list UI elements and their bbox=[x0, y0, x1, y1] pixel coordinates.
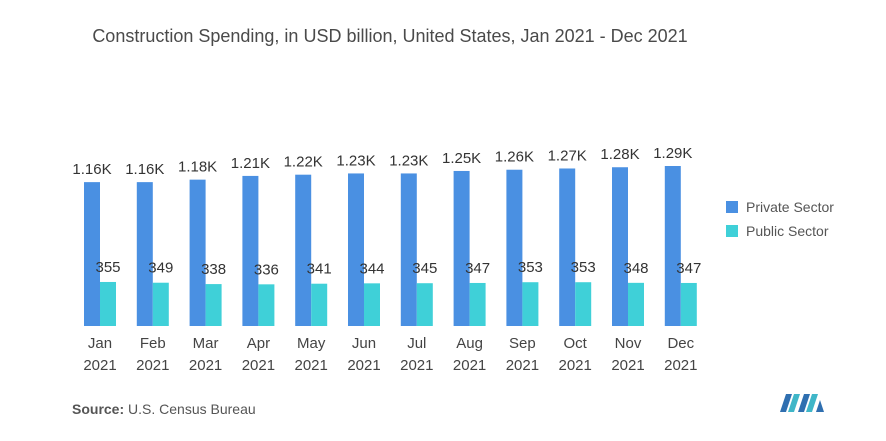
x-tick-year-2: 2021 bbox=[189, 357, 222, 374]
data-label-private-2: 1.18K bbox=[178, 159, 217, 176]
x-tick-year-6: 2021 bbox=[400, 357, 433, 374]
bar-public-8 bbox=[522, 282, 539, 326]
bar-private-5 bbox=[348, 173, 364, 326]
data-label-public-3: 336 bbox=[254, 261, 279, 278]
bar-public-6 bbox=[416, 283, 433, 326]
data-label-private-3: 1.21K bbox=[231, 155, 270, 172]
data-label-public-0: 355 bbox=[95, 259, 120, 276]
x-tick-month-2: Mar bbox=[193, 335, 219, 352]
x-tick-year-8: 2021 bbox=[506, 357, 539, 374]
legend-label-private: Private Sector bbox=[746, 199, 834, 215]
bar-public-5 bbox=[364, 283, 380, 326]
x-tick-year-1: 2021 bbox=[136, 357, 169, 374]
bar-public-1 bbox=[152, 282, 169, 326]
x-tick-year-5: 2021 bbox=[347, 357, 380, 374]
brand-logo-icon bbox=[780, 394, 824, 412]
data-label-public-10: 348 bbox=[623, 260, 648, 277]
bar-public-3 bbox=[258, 284, 275, 326]
source-label: Source: bbox=[72, 401, 125, 417]
source-note: Source: U.S. Census Bureau bbox=[72, 401, 256, 417]
x-tick-month-9: Oct bbox=[564, 335, 588, 352]
legend-item-private: Private Sector bbox=[726, 195, 834, 219]
bar-public-9 bbox=[575, 282, 592, 326]
legend-swatch-private bbox=[726, 201, 738, 213]
bar-private-2 bbox=[189, 179, 206, 326]
x-tick-month-4: May bbox=[297, 335, 326, 352]
data-label-public-4: 341 bbox=[307, 261, 332, 278]
bar-private-9 bbox=[559, 168, 576, 326]
bar-public-2 bbox=[205, 284, 222, 326]
data-label-public-5: 344 bbox=[359, 260, 384, 277]
bar-private-6 bbox=[400, 173, 417, 326]
data-label-public-7: 347 bbox=[465, 260, 490, 277]
x-tick-month-11: Dec bbox=[667, 335, 694, 352]
data-label-private-5: 1.23K bbox=[336, 152, 375, 169]
legend-swatch-public bbox=[726, 225, 738, 237]
bar-public-10 bbox=[628, 282, 644, 326]
bar-public-4 bbox=[311, 283, 328, 326]
bar-public-11 bbox=[680, 282, 697, 326]
x-tick-month-7: Aug bbox=[456, 335, 483, 352]
legend-item-public: Public Sector bbox=[726, 219, 834, 243]
data-label-private-6: 1.23K bbox=[389, 152, 428, 169]
x-tick-year-11: 2021 bbox=[664, 357, 697, 374]
x-tick-year-3: 2021 bbox=[242, 357, 275, 374]
x-tick-month-5: Jun bbox=[352, 335, 376, 352]
x-tick-month-1: Feb bbox=[140, 335, 166, 352]
x-tick-month-8: Sep bbox=[509, 335, 536, 352]
data-label-private-1: 1.16K bbox=[125, 161, 164, 178]
x-tick-month-10: Nov bbox=[615, 335, 642, 352]
data-label-public-2: 338 bbox=[201, 261, 226, 278]
data-label-public-8: 353 bbox=[518, 259, 543, 276]
bar-private-7 bbox=[453, 170, 470, 326]
data-label-public-9: 353 bbox=[571, 259, 596, 276]
chart-legend: Private Sector Public Sector bbox=[726, 195, 834, 243]
x-tick-year-4: 2021 bbox=[295, 357, 328, 374]
bar-private-10 bbox=[612, 167, 628, 326]
data-label-private-9: 1.27K bbox=[548, 147, 587, 164]
x-tick-year-9: 2021 bbox=[559, 357, 592, 374]
data-label-private-0: 1.16K bbox=[72, 161, 111, 178]
bar-private-8 bbox=[506, 169, 523, 326]
bar-public-0 bbox=[100, 281, 116, 326]
data-label-private-7: 1.25K bbox=[442, 150, 481, 167]
legend-label-public: Public Sector bbox=[746, 223, 829, 239]
bar-public-7 bbox=[469, 282, 486, 326]
x-tick-month-0: Jan bbox=[88, 335, 112, 352]
data-label-public-6: 345 bbox=[412, 260, 437, 277]
data-label-public-1: 349 bbox=[148, 260, 173, 277]
bar-private-3 bbox=[242, 175, 259, 326]
chart-title: Construction Spending, in USD billion, U… bbox=[92, 26, 688, 46]
source-text: U.S. Census Bureau bbox=[128, 401, 256, 417]
data-label-private-10: 1.28K bbox=[600, 146, 639, 163]
x-tick-year-10: 2021 bbox=[611, 357, 644, 374]
data-label-private-11: 1.29K bbox=[653, 145, 692, 162]
bar-private-0 bbox=[84, 182, 100, 326]
x-tick-year-7: 2021 bbox=[453, 357, 486, 374]
x-tick-month-3: Apr bbox=[247, 335, 270, 352]
bar-private-11 bbox=[664, 166, 681, 326]
bar-private-4 bbox=[295, 174, 312, 326]
data-label-private-8: 1.26K bbox=[495, 149, 534, 166]
data-label-public-11: 347 bbox=[676, 260, 701, 277]
x-tick-year-0: 2021 bbox=[83, 357, 116, 374]
bar-private-1 bbox=[136, 182, 153, 326]
x-tick-month-6: Jul bbox=[407, 335, 426, 352]
data-label-private-4: 1.22K bbox=[284, 154, 323, 171]
